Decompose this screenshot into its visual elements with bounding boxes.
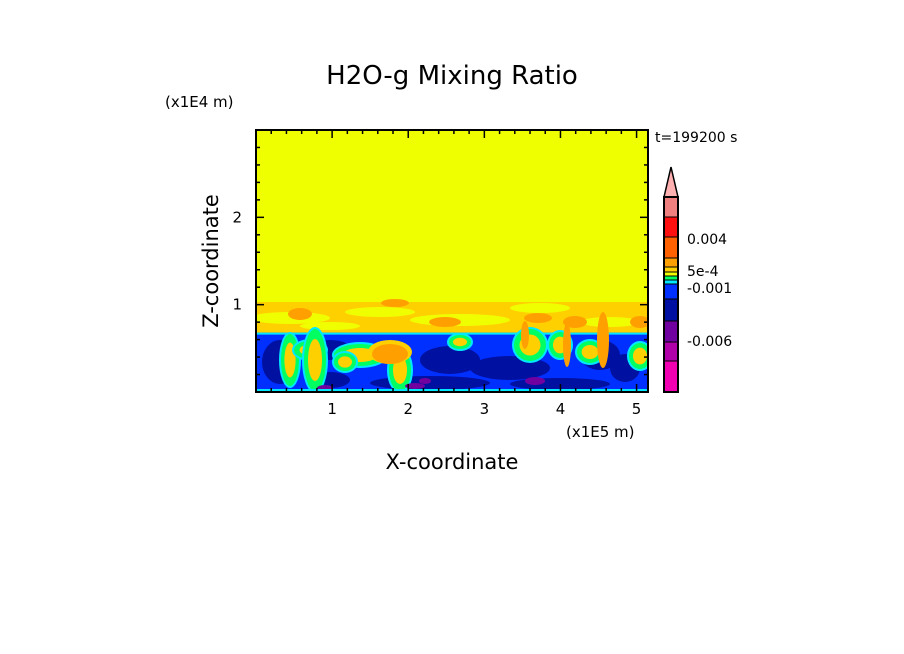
x-tick-label: 3 [480,400,490,418]
x-scale-label: (x1E5 m) [566,423,635,441]
field-orange-blob [372,344,408,364]
colorbar-swatch [663,283,679,300]
colorbar-swatch [663,271,679,277]
field-purple-patch [405,383,425,389]
colorbar-label: 5e-4 [687,264,719,280]
field-gold-plume [308,339,322,381]
field-gold-plume [633,347,647,365]
field-swirl [345,307,415,317]
x-axis-label: X-coordinate [386,450,519,474]
field-orange-patch [563,316,587,328]
time-label: t=199200 s [655,130,737,146]
colorbar-label: -0.006 [687,334,732,350]
colorbar-swatch [663,275,679,281]
x-tick-label: 1 [327,400,337,418]
x-tick-label: 4 [556,400,566,418]
colorbar-label: -0.001 [687,281,732,297]
chart-title: H2O-g Mixing Ratio [326,61,578,91]
contour-field [256,130,648,392]
colorbar-swatch [663,360,679,393]
field-orange-spike [563,323,571,367]
field-gold-plume [453,337,467,347]
field-cyan-edge [256,332,648,335]
field-orange-patch [524,313,552,323]
colorbar-extend-triangle [663,166,679,198]
field-orange-patch [630,316,648,328]
axis-ticks: 1 2 3 4 5 1 2 [232,130,648,418]
field-purple-patch [419,378,431,384]
y-tick-label: 2 [232,208,242,226]
field-swirl [300,322,360,330]
colorbar-swatch [663,257,679,268]
y-scale-label: (x1E4 m) [165,93,234,111]
field-orange-spike [521,321,529,349]
colorbar-swatch [663,298,679,322]
y-tick-label: 1 [232,296,242,314]
field-swirl [510,303,570,313]
colorbar-swatch [663,341,679,362]
field-orange-patch [381,299,409,307]
field-purple-patch [525,377,545,385]
plot-frame [255,129,649,393]
field-orange-patch [429,317,461,327]
field-orange-spike [597,312,609,368]
field-orange-patch [288,308,312,320]
colorbar-swatch [663,266,679,273]
field-dark-blob [420,346,480,374]
colorbar-swatch [663,279,679,285]
colorbar-swatch [663,216,679,238]
field-bottom-edge [256,389,648,392]
colorbar-label: 0.004 [687,232,727,248]
colorbar: 0.004 5e-4-0.001 -0.006 [663,166,732,393]
y-axis-label: Z-coordinate [199,194,223,328]
field-swirl [410,314,510,326]
colorbar-frame [663,196,679,393]
colorbar-swatch [663,236,679,259]
field-gold-plume [338,356,352,368]
colorbar-swatch [663,320,679,343]
field-gold-plume [581,345,599,359]
colorbar-swatch [663,196,679,218]
x-tick-label: 5 [632,400,642,418]
x-tick-label: 2 [403,400,413,418]
field-swirl [580,317,640,327]
